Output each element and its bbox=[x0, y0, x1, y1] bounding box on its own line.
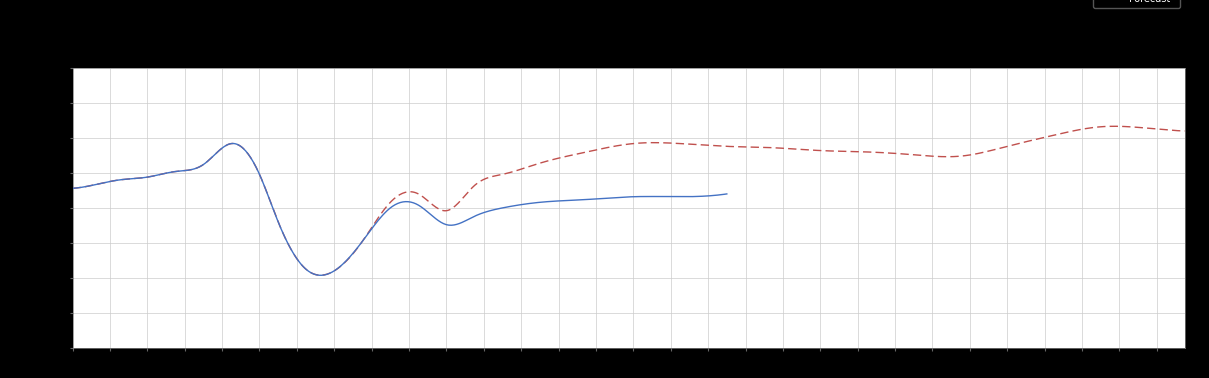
Legend: Observed, Forecast: Observed, Forecast bbox=[1093, 0, 1180, 8]
